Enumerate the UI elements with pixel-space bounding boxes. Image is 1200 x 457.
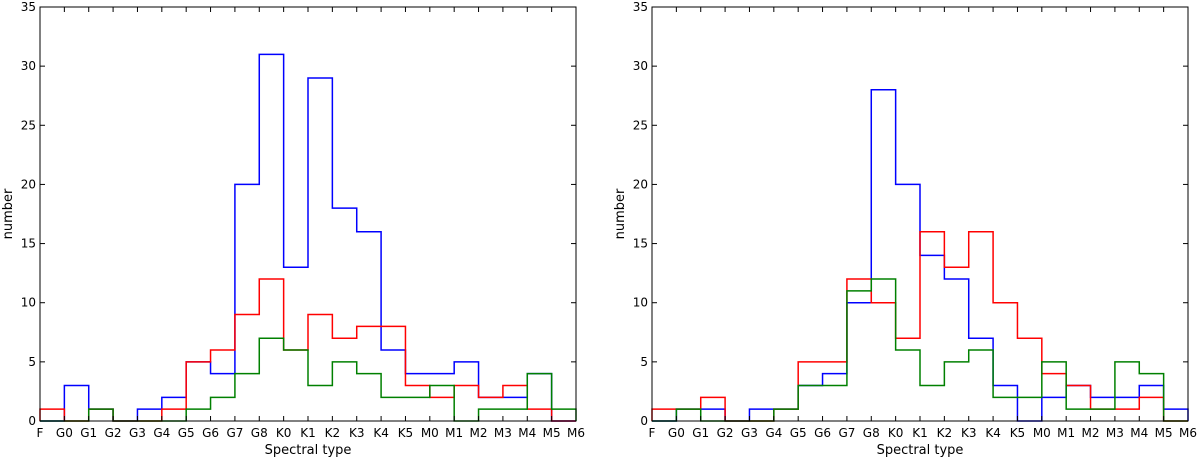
x-tick-label: M1 [445, 426, 463, 440]
x-axis-label: Spectral type [265, 443, 352, 457]
x-tick-label: G1 [692, 426, 709, 440]
x-tick-label: G0 [56, 426, 73, 440]
x-tick-label: G7 [838, 426, 855, 440]
x-tick-label: M4 [518, 426, 536, 440]
y-tick-label: 30 [21, 59, 36, 73]
y-tick-label: 5 [28, 355, 36, 369]
x-tick-label: G4 [765, 426, 782, 440]
y-axis-label: number [1, 188, 16, 239]
y-tick-label: 35 [21, 0, 36, 14]
x-tick-label: G6 [814, 426, 831, 440]
chart-panel-1: F G0 G1 G2 G3 G4 G5 G6 G7 G8 K0 K1 K2 K3 K4 K5 M0 M1 M2 M3 M… [1, 0, 585, 457]
x-tick-label: K1 [912, 426, 928, 440]
y-tick-label: 0 [28, 414, 36, 428]
y-axis-label: number [613, 188, 628, 239]
x-tick-label: K5 [398, 426, 414, 440]
x-tick-label: G6 [202, 426, 219, 440]
x-tick-label: M6 [1179, 426, 1197, 440]
x-tick-label: M5 [1155, 426, 1173, 440]
y-tick-label: 25 [21, 118, 36, 132]
x-tick-label: M4 [1130, 426, 1148, 440]
y-tick-label: 5 [640, 355, 648, 369]
x-tick-label: K2 [937, 426, 953, 440]
x-tick-label: M3 [1106, 426, 1124, 440]
y-tick-label: 30 [633, 59, 648, 73]
x-tick-label: G8 [863, 426, 880, 440]
x-tick-label: G7 [226, 426, 243, 440]
x-tick-label: G0 [668, 426, 685, 440]
x-tick-label: M2 [1082, 426, 1100, 440]
y-tick-label: 25 [633, 118, 648, 132]
x-tick-label: G2 [717, 426, 734, 440]
y-tick-label: 20 [21, 177, 36, 191]
y-tick-label: 35 [633, 0, 648, 14]
x-tick-label: K0 [276, 426, 292, 440]
x-tick-label: K5 [1010, 426, 1026, 440]
x-tick-label: G8 [251, 426, 268, 440]
x-axis-label: Spectral type [877, 443, 964, 457]
x-tick-label: G1 [80, 426, 97, 440]
x-tick-label: K3 [961, 426, 977, 440]
histogram-series-3 [40, 337, 577, 422]
y-tick-label: 10 [633, 296, 648, 310]
x-tick-label: F [649, 426, 656, 440]
x-tick-label: G5 [178, 426, 195, 440]
x-tick-label: F [37, 426, 44, 440]
histogram-series-2 [651, 230, 1188, 422]
x-tick-label: K1 [300, 426, 316, 440]
x-tick-label: M6 [567, 426, 585, 440]
y-tick-label: 15 [633, 237, 648, 251]
x-tick-label: G5 [790, 426, 807, 440]
y-tick-label: 20 [633, 177, 648, 191]
x-tick-label: M3 [494, 426, 512, 440]
chart-panel-2: F G0 G1 G2 G3 G4 G5 G6 G7 G8 K0 K1 K2 K3 K4 K5 M0 M1 M2 M3 M… [613, 0, 1197, 457]
x-tick-label: K0 [888, 426, 904, 440]
x-tick-label: M0 [421, 426, 439, 440]
x-tick-label: K4 [373, 426, 389, 440]
x-tick-label: K4 [985, 426, 1001, 440]
x-tick-label: K2 [325, 426, 341, 440]
histogram-series-1 [652, 89, 1189, 422]
x-tick-label: M1 [1057, 426, 1075, 440]
x-tick-label: M0 [1033, 426, 1051, 440]
y-tick-label: 15 [21, 237, 36, 251]
y-tick-label: 10 [21, 296, 36, 310]
x-tick-label: M2 [470, 426, 488, 440]
x-tick-label: K3 [349, 426, 365, 440]
x-tick-label: M5 [543, 426, 561, 440]
x-tick-label: G3 [129, 426, 146, 440]
x-tick-label: G2 [105, 426, 122, 440]
y-tick-label: 0 [640, 414, 648, 428]
x-tick-label: G4 [153, 426, 170, 440]
x-tick-label: G3 [741, 426, 758, 440]
